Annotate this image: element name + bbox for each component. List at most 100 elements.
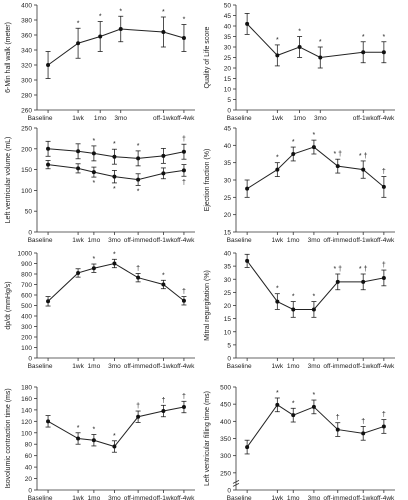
x-tick-label: Baseline	[28, 363, 53, 370]
data-point	[76, 166, 81, 171]
x-tick-label: off-4wk	[373, 495, 395, 500]
significance-marker: †	[136, 403, 140, 410]
data-point	[91, 170, 96, 175]
significance-marker: * †	[333, 151, 342, 158]
data-point	[181, 168, 186, 173]
y-tick-label: 350	[220, 436, 231, 443]
data-point	[91, 266, 96, 271]
y-tick-label: 260	[21, 108, 32, 115]
y-tick-label: 40	[224, 251, 232, 258]
data-point	[161, 30, 166, 34]
data-point	[361, 279, 366, 284]
chart-panel-4: 15 20 25 30 35 40 45 Ejection fraction (%) Basel…	[204, 126, 395, 245]
chart-panel-6: 0 5 10 15 20 25 30 35 40 Mitral regurgitation (%)…	[204, 251, 395, 371]
data-point	[46, 63, 51, 67]
x-tick-label: 3mo	[114, 115, 127, 122]
significance-marker: *	[298, 29, 301, 36]
significance-marker: *	[276, 37, 279, 44]
y-tick-label: 500	[21, 303, 32, 310]
data-point	[112, 261, 117, 266]
y-axis-title: Left ventricular volume (mL)	[5, 137, 12, 224]
significance-marker: †	[161, 397, 165, 404]
data-point	[361, 431, 366, 436]
y-tick-label: 25	[224, 195, 232, 202]
significance-marker: *	[93, 256, 96, 263]
y-tick-label: 500	[220, 385, 231, 392]
y-tick-label: 35	[224, 160, 232, 167]
chart-panel-8: 0 250 300 350 400 450 500 Left ventricular fill…	[204, 385, 395, 500]
significance-marker: *	[383, 34, 386, 41]
x-tick-label: off-4wk	[174, 495, 196, 500]
data-point	[76, 436, 81, 441]
data-point	[335, 279, 340, 284]
significance-marker: *	[319, 39, 322, 46]
significance-marker: †	[182, 136, 186, 143]
significance-marker: *	[276, 286, 279, 293]
significance-marker: †	[336, 415, 340, 422]
significance-marker: *	[93, 180, 96, 187]
data-point	[136, 156, 141, 161]
x-tick-label: Baseline	[227, 363, 252, 370]
y-axis-title: Left ventricular filling time (ms)	[204, 391, 211, 486]
significance-marker: *	[276, 390, 279, 397]
data-point	[335, 164, 340, 169]
x-tick-label: off-immed	[323, 363, 352, 370]
y-tick-label: 20	[224, 212, 232, 219]
data-point	[275, 167, 280, 172]
data-point	[381, 50, 386, 55]
x-tick-label: 1wk	[72, 237, 84, 244]
significance-marker: *	[137, 143, 140, 150]
y-tick-label: 30	[224, 45, 232, 52]
series-line	[246, 404, 385, 448]
x-tick-label: off-4wk	[373, 363, 395, 370]
y-tick-label: 300	[220, 453, 231, 460]
y-tick-label: 30	[224, 277, 232, 284]
significance-marker: †	[382, 262, 386, 269]
data-point	[181, 298, 186, 303]
data-point	[291, 307, 296, 312]
y-tick-label: 5	[227, 97, 231, 104]
x-tick-label: 3mo	[308, 363, 321, 370]
x-tick-label: off-1wk	[153, 237, 175, 244]
y-axis-title: Quality of Life score	[204, 26, 211, 88]
y-tick-label: 100	[21, 430, 32, 437]
y-tick-label: 150	[21, 167, 32, 174]
x-tick-label: 3mo	[314, 115, 327, 122]
data-point	[361, 50, 366, 55]
data-point	[245, 21, 250, 26]
y-tick-label: 45	[224, 13, 232, 20]
significance-marker: * †	[359, 153, 368, 160]
x-tick-label: 1mo	[88, 495, 101, 500]
data-point	[245, 445, 250, 450]
data-point	[275, 53, 280, 58]
y-tick-label: 0	[28, 356, 32, 363]
y-tick-label: 25	[224, 55, 232, 62]
y-tick-label: 25	[224, 290, 232, 297]
y-tick-label: 0	[227, 356, 231, 363]
y-tick-label: 0	[28, 230, 32, 237]
data-point	[361, 167, 366, 172]
data-point	[161, 409, 166, 414]
data-point	[335, 427, 340, 432]
significance-marker: †	[136, 265, 140, 272]
y-tick-label: 280	[21, 93, 32, 100]
y-axis-title: Isovolumic contraction time (ms)	[5, 388, 12, 488]
significance-marker: *	[292, 139, 295, 146]
x-tick-label: off-4wk	[174, 115, 196, 122]
y-tick-label: 5	[227, 342, 231, 349]
significance-marker: *	[119, 8, 122, 15]
y-tick-label: 450	[220, 402, 231, 409]
chart-panel-5: 0 100 200 300 400 500 600 700 800 900 1000 dp/dt (m…	[5, 251, 195, 371]
x-tick-label: 1mo	[287, 363, 300, 370]
x-tick-label: 1wk	[272, 363, 284, 370]
y-tick-label: 700	[21, 282, 32, 289]
x-tick-label: 1mo	[287, 495, 300, 500]
x-tick-label: 3mo	[108, 237, 121, 244]
x-tick-label: off-4wk	[174, 363, 196, 370]
y-tick-label: 180	[21, 385, 32, 392]
significance-marker: *	[313, 132, 316, 139]
axis-break	[232, 483, 240, 487]
y-tick-label: 250	[220, 470, 231, 477]
x-tick-label: Baseline	[28, 237, 53, 244]
x-tick-label: Baseline	[227, 237, 252, 244]
